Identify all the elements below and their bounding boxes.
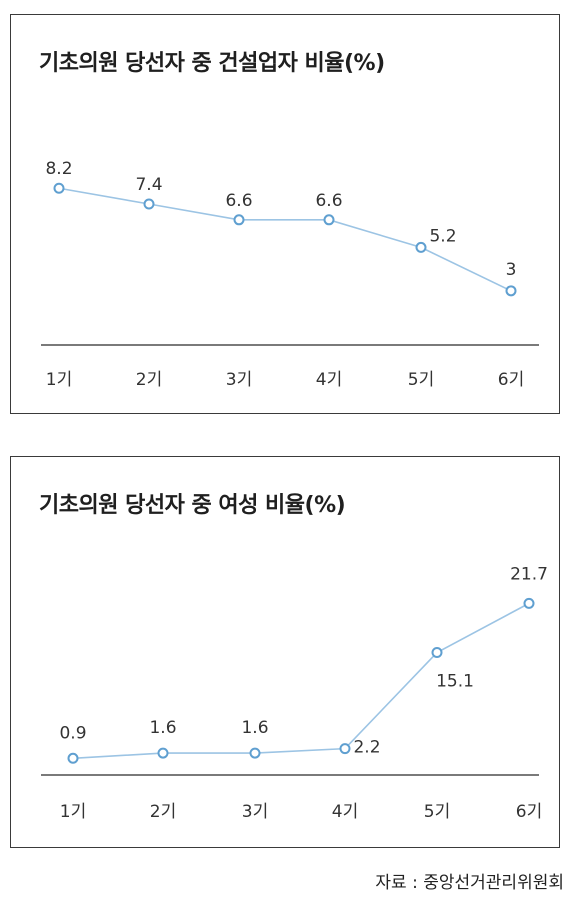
data-label: 8.2 — [45, 159, 72, 179]
data-point — [505, 285, 517, 297]
female-ratio-chart: 0.9 1기 1.6 2기 1.6 3기 2.2 4기 15.1 5기 21.7 6기 — [41, 564, 548, 822]
data-point — [233, 214, 245, 226]
data-point — [415, 241, 427, 253]
x-tick-label: 5기 — [408, 370, 434, 390]
data-label: 5.2 — [429, 226, 456, 246]
data-point — [523, 597, 535, 609]
data-point — [249, 747, 261, 759]
data-label: 0.9 — [59, 723, 86, 743]
x-tick-label: 6기 — [516, 802, 542, 822]
data-point — [323, 214, 335, 226]
female-ratio-chart-panel: 기초의원 당선자 중 여성 비율(%) 0.9 1기 1.6 2기 1.6 3기 2.2 4기… — [10, 456, 560, 848]
data-label: 15.1 — [436, 672, 474, 692]
data-label: 7.4 — [135, 175, 162, 195]
construction-ratio-chart-panel: 기초의원 당선자 중 건설업자 비율(%) 8.2 1기 7.4 2기 6.6 3기 6.6… — [10, 14, 560, 414]
data-point — [67, 752, 79, 764]
data-point — [431, 647, 443, 659]
x-tick-label: 1기 — [60, 802, 86, 822]
x-tick-label: 2기 — [150, 802, 176, 822]
x-tick-label: 1기 — [46, 370, 72, 390]
x-tick-label: 3기 — [226, 370, 252, 390]
x-tick-label: 6기 — [498, 370, 524, 390]
x-tick-label: 4기 — [332, 802, 358, 822]
data-label: 6.6 — [315, 191, 342, 211]
data-label: 6.6 — [225, 191, 252, 211]
construction-ratio-chart: 8.2 1기 7.4 2기 6.6 3기 6.6 4기 5.2 5기 3 6기 — [41, 159, 539, 390]
data-point — [53, 182, 65, 194]
data-label: 2.2 — [353, 738, 380, 758]
chart-title: 기초의원 당선자 중 여성 비율(%) — [39, 493, 346, 518]
chart-title: 기초의원 당선자 중 건설업자 비율(%) — [39, 51, 385, 76]
x-tick-label: 4기 — [316, 370, 342, 390]
data-point — [157, 747, 169, 759]
data-point — [339, 743, 351, 755]
x-tick-label: 3기 — [242, 802, 268, 822]
data-label: 1.6 — [149, 718, 176, 738]
x-tick-label: 5기 — [424, 802, 450, 822]
data-label: 1.6 — [241, 718, 268, 738]
data-label: 3 — [506, 260, 517, 280]
series-line — [58, 187, 512, 292]
source-note: 자료 : 중앙선거관리위원회 — [375, 873, 564, 893]
x-tick-label: 2기 — [136, 370, 162, 390]
data-label: 21.7 — [510, 564, 548, 584]
data-point — [143, 198, 155, 210]
series-line — [72, 602, 530, 760]
